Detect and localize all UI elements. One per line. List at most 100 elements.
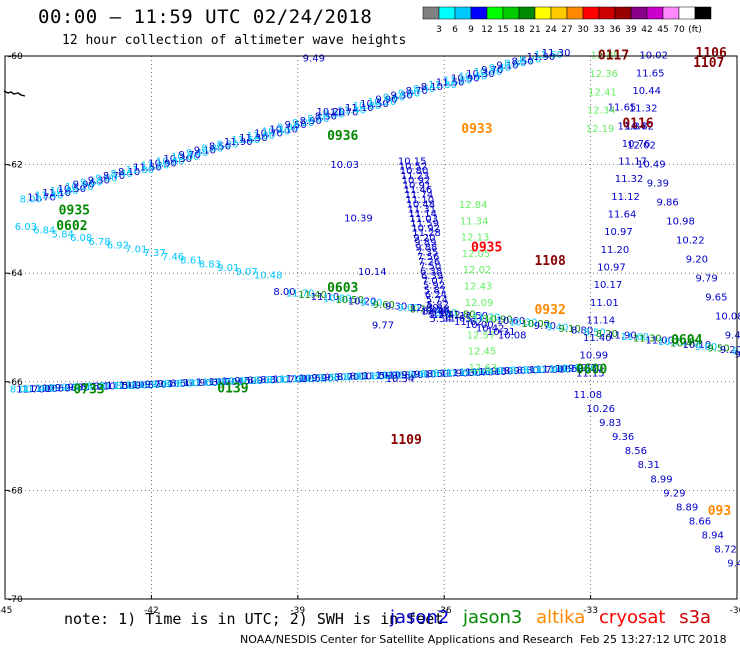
- dense-track-value: 8.10: [118, 167, 140, 178]
- wave-height-value: 12.43: [464, 281, 493, 292]
- dense-track-value: 8.80: [504, 59, 526, 70]
- wave-height-value: 6.78: [88, 237, 110, 248]
- pass-time-label: 0604: [671, 333, 702, 348]
- pass-time-label: 0935: [59, 204, 90, 219]
- dense-track-value: 9.60: [383, 93, 405, 104]
- dense-track-value: 11.90: [183, 378, 212, 389]
- wave-height-value: 11.28: [412, 228, 441, 239]
- dense-track-value: 9.00: [95, 173, 117, 184]
- dense-track-value: 9.80: [277, 122, 299, 133]
- wave-height-value: 8.66: [689, 516, 711, 527]
- dense-track-value: 8.90: [504, 366, 526, 377]
- dense-track-value: 9.40: [408, 370, 430, 381]
- wave-height-value: 8.83: [199, 259, 221, 270]
- dense-track-value: 8.10: [421, 82, 443, 93]
- dense-track-value: 8.50: [583, 327, 605, 338]
- wave-height-value: 11.14: [408, 209, 437, 220]
- pass-time-label: 0733: [73, 383, 104, 398]
- legend-s3a: s3a: [679, 607, 712, 628]
- dense-track-value: 8.30: [260, 375, 282, 386]
- dense-track-value: 8.70: [80, 382, 102, 393]
- wave-height-value: 10.17: [594, 280, 623, 291]
- dense-track-value: 8.90: [300, 116, 322, 127]
- wave-height-value: 5.58: [428, 305, 450, 316]
- dense-track-value: 9.20: [497, 366, 519, 377]
- dense-track-value: 10.30: [509, 318, 538, 329]
- lon-tick-label: -42: [144, 606, 159, 616]
- wave-height-value: 9.36: [612, 432, 634, 443]
- dense-track-value: 10.60: [156, 156, 185, 167]
- map-frame: [4, 55, 738, 600]
- wave-height-value: 8.99: [650, 474, 672, 485]
- dense-track-value: 10.80: [353, 101, 382, 112]
- dense-track-value: 10.40: [215, 377, 244, 388]
- dense-track-value: 9.30: [68, 382, 90, 393]
- dense-track-value: 11.40: [536, 365, 565, 376]
- dense-track-value: 9.10: [157, 379, 179, 390]
- wave-height-value: 11.20: [601, 245, 630, 256]
- island-coastline: [3, 90, 26, 97]
- dense-track-value: 11.80: [126, 165, 155, 176]
- dense-track-value: 11.40: [279, 374, 308, 385]
- color-scale-label: 36: [609, 25, 621, 35]
- dense-track-value: 11.10: [345, 103, 374, 114]
- dense-track-value: 8.40: [422, 306, 444, 317]
- footer-credit: NOAA/NESDIS Center for Satellite Applica…: [240, 633, 574, 646]
- wave-height-value: 6.39: [421, 271, 443, 282]
- wave-height-value: 11.65: [443, 313, 472, 324]
- wave-height-value: 8.89: [676, 502, 698, 513]
- dense-track-value: 10.20: [305, 373, 334, 384]
- dense-track-value: 10.30: [163, 154, 192, 165]
- dense-track-value: 10.80: [549, 364, 578, 375]
- dense-track-value: 10.50: [42, 383, 71, 394]
- dense-track-value: 9.00: [398, 88, 420, 99]
- dense-track-value: 9.40: [489, 63, 511, 74]
- pass-time-label: 0932: [534, 303, 565, 318]
- wave-height-value: 10.08: [498, 330, 527, 341]
- color-scale-label: 21: [529, 25, 540, 35]
- dense-track-value: 8.20: [177, 378, 199, 389]
- wave-height-value: 5.50: [429, 309, 451, 320]
- dense-track-value: 9.30: [88, 175, 110, 186]
- wave-height-value: 11.46: [404, 185, 433, 196]
- dense-track-value: 9.70: [481, 65, 503, 76]
- wave-height-value: 10.22: [676, 235, 705, 246]
- dense-track-value: 11.30: [542, 48, 571, 59]
- dense-track-value: 9.40: [151, 379, 173, 390]
- dense-track-value: 11.00: [247, 131, 276, 142]
- pass-time-label: 0139: [217, 382, 248, 397]
- wave-height-value: 7.37: [144, 248, 166, 259]
- dense-track-value: 8.60: [307, 114, 329, 125]
- dense-track-value: 8.70: [410, 305, 432, 316]
- lat-tick-label: -62: [8, 161, 23, 171]
- footer-note: note: 1) Time is in UTC; 2) SWH is in fe…: [64, 610, 444, 628]
- wave-height-value: 10.80: [400, 166, 429, 177]
- dense-track-value: 9.10: [496, 61, 518, 72]
- lon-tick-label: -30: [730, 606, 740, 616]
- dense-track-value: 11.70: [273, 375, 302, 386]
- legend-cryosat: cryosat: [599, 607, 666, 628]
- dense-track-value: 11.00: [202, 377, 231, 388]
- dense-track-value: 9.80: [228, 376, 250, 387]
- dense-track-value: 10.70: [209, 377, 238, 388]
- dense-track-value: 9.50: [285, 120, 307, 131]
- dense-track-value: 8.40: [413, 84, 435, 95]
- color-scale-label: 39: [625, 25, 637, 35]
- wave-height-value: 5.82: [427, 300, 449, 311]
- dense-track-value: 9.30: [581, 363, 603, 374]
- wave-height-value: 10.49: [637, 159, 666, 170]
- wave-height-value: 9.79: [696, 273, 718, 284]
- wave-height-value: 11.84: [617, 121, 646, 132]
- wave-height-value: 5.74: [426, 295, 448, 306]
- dense-track-value: 11.10: [42, 188, 71, 199]
- dense-track-value: 9.30: [385, 301, 407, 312]
- dense-track-value: 11.30: [633, 334, 662, 345]
- dense-track-value: 11.30: [239, 133, 268, 144]
- dense-track-value: 9.60: [574, 363, 596, 374]
- dense-track-value: 8.20: [596, 329, 618, 340]
- wave-height-value: 9.77: [372, 320, 394, 331]
- color-scale-label: 45: [657, 25, 668, 35]
- dense-track-value: 10.40: [670, 339, 699, 350]
- wave-height-value: 12.09: [465, 298, 494, 309]
- wave-height-value: 9.49: [303, 53, 325, 64]
